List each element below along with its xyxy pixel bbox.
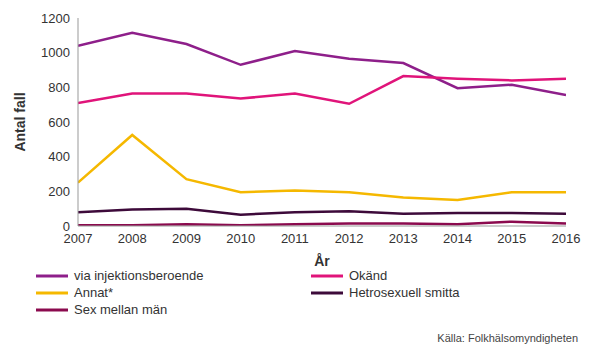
html-text:Annat*: Annat* [74, 285, 113, 300]
svg-text:Antal fall: Antal fall [12, 92, 28, 151]
svg-text:2014: 2014 [443, 231, 472, 246]
svg-text:2012: 2012 [335, 231, 364, 246]
html-text:Okänd: Okänd [349, 268, 388, 283]
svg-text:600: 600 [48, 115, 70, 130]
svg-text:2016: 2016 [552, 231, 581, 246]
svg-text:2013: 2013 [389, 231, 418, 246]
html-text:Hetrosexuell smitta: Hetrosexuell smitta [349, 285, 460, 300]
svg-text:200: 200 [48, 184, 70, 199]
html-text:Källa: Folkhälsomyndigheten: Källa: Folkhälsomyndigheten [437, 332, 578, 344]
html-text:via injektionsberoende: via injektionsberoende [74, 268, 204, 283]
svg-text:400: 400 [48, 149, 70, 164]
svg-text:1200: 1200 [41, 11, 70, 26]
svg-text:År: År [314, 253, 330, 269]
svg-text:1000: 1000 [41, 45, 70, 60]
svg-text:2011: 2011 [281, 231, 309, 246]
svg-text:0: 0 [63, 219, 70, 234]
svg-text:800: 800 [48, 80, 70, 95]
html-text:Sex mellan män: Sex mellan män [74, 302, 168, 317]
svg-text:2010: 2010 [226, 231, 255, 246]
svg-text:2015: 2015 [497, 231, 526, 246]
svg-text:2009: 2009 [172, 231, 201, 246]
svg-text:2007: 2007 [63, 231, 93, 247]
svg-text:2008: 2008 [118, 231, 147, 246]
